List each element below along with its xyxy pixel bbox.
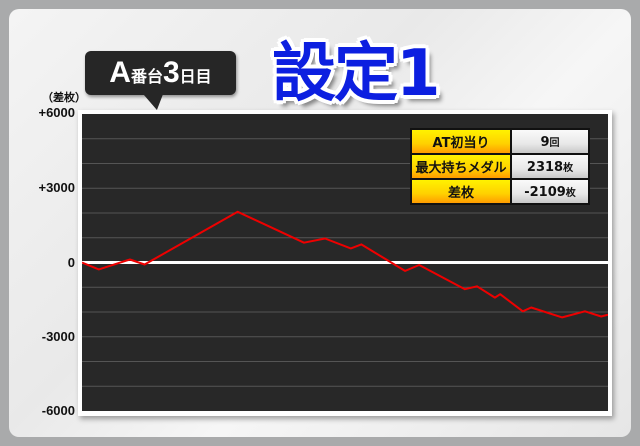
stat-value: 9回: [510, 128, 590, 155]
day-number: 3: [162, 56, 180, 89]
series-line: [82, 210, 608, 319]
stat-unit: 回: [549, 137, 560, 149]
y-tick-label: -3000: [41, 329, 75, 344]
stat-label: 最大持ちメダル: [410, 153, 512, 180]
stat-unit: 枚: [565, 187, 576, 199]
machine-letter: A: [109, 56, 131, 89]
stat-number: 2318: [526, 159, 564, 175]
machine-number-label: 番台: [130, 67, 163, 86]
stats-row: 差枚 -2109枚: [410, 178, 590, 205]
setting-title: 設定1: [272, 37, 441, 111]
stat-value: 2318枚: [510, 153, 590, 180]
y-axis-label: （差枚）: [42, 91, 86, 104]
day-suffix: 日目: [179, 67, 212, 86]
stat-value: -2109枚: [510, 178, 590, 205]
y-tick-label: +6000: [38, 105, 75, 120]
stats-table: AT初当り 9回 最大持ちメダル 2318枚 差枚 -2109枚: [410, 128, 590, 205]
y-tick-label: -6000: [41, 403, 75, 418]
stat-label: 差枚: [410, 178, 512, 205]
stats-row: AT初当り 9回: [410, 128, 590, 155]
y-tick-label: 0: [67, 255, 75, 270]
machine-day-label: A 番台 3 日目: [85, 51, 236, 95]
stat-number: 9: [540, 134, 550, 150]
stat-label: AT初当り: [410, 128, 512, 155]
stats-row: 最大持ちメダル 2318枚: [410, 153, 590, 180]
y-tick-label: +3000: [38, 180, 75, 195]
stat-number: -2109: [524, 184, 566, 200]
stat-unit: 枚: [563, 162, 574, 174]
